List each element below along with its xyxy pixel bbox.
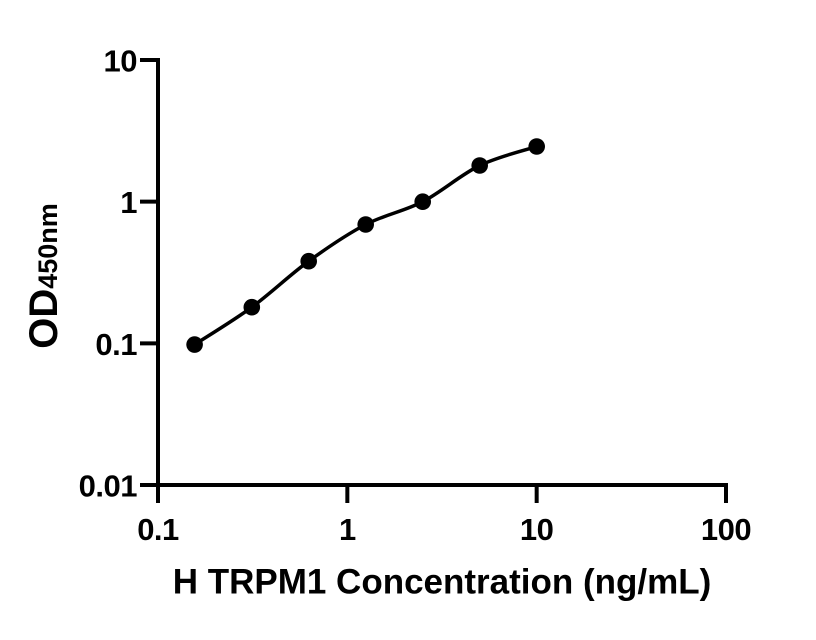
x-tick-label: 0.1	[137, 512, 179, 547]
y-tick-label: 0.1	[95, 327, 137, 362]
data-point	[471, 157, 489, 174]
data-point	[300, 252, 318, 270]
y-tick-label: 0.01	[79, 469, 138, 504]
data-point	[243, 298, 261, 316]
x-axis-title: H TRPM1 Concentration (ng/mL)	[172, 562, 712, 602]
data-point	[186, 336, 203, 353]
x-tick-label: 1	[339, 512, 356, 547]
standard-curve-line	[193, 144, 538, 347]
data-point	[357, 216, 375, 233]
data-point	[414, 193, 432, 210]
y-tick-label: 1	[120, 185, 137, 220]
y-axis-title-main: OD	[22, 288, 66, 349]
x-tick-label: 10	[520, 512, 553, 547]
y-axis-title: OD450nm	[22, 203, 66, 349]
y-axis-title-sub: 450nm	[33, 203, 63, 289]
y-tick-label: 10	[104, 44, 137, 79]
data-point	[528, 138, 545, 155]
x-tick-label: 100	[701, 512, 751, 547]
